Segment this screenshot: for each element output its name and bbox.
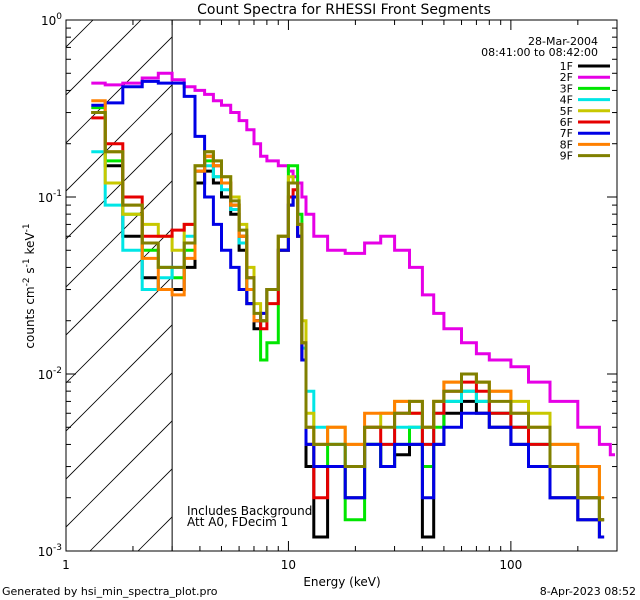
hatch-line — [330, 0, 640, 551]
annotation-background: Includes Background — [187, 504, 312, 518]
header-date: 28-Mar-2004 — [528, 35, 598, 48]
hatch-line — [66, 20, 142, 96]
hatch-line — [426, 0, 640, 551]
series-line-9f — [91, 111, 605, 522]
series-line-7f — [91, 79, 605, 539]
hatch-line — [66, 420, 173, 528]
legend-label-2f: 2F — [560, 71, 573, 84]
series-group — [91, 71, 615, 539]
hatch-line — [66, 20, 94, 48]
chart-title: Count Spectra for RHESSI Front Segments — [197, 2, 491, 18]
hatch-line — [474, 0, 640, 551]
footer-generated-by: Generated by hsi_min_spectra_plot.pro — [2, 585, 218, 598]
series-line-2f — [91, 71, 615, 457]
x-tick-label: 1 — [62, 558, 70, 572]
y-tick-label: 10-2 — [38, 366, 62, 382]
plot-frame — [65, 19, 618, 552]
legend-label-4f: 4F — [560, 94, 573, 107]
legend-label-5f: 5F — [560, 105, 573, 118]
legend-label-8f: 8F — [560, 138, 573, 151]
y-tick-label: 100 — [41, 12, 62, 28]
footer-timestamp: 8-Apr-2023 08:52 — [540, 585, 636, 598]
annotation-attenuator: Att A0, FDecim 1 — [187, 515, 288, 529]
hatch-line — [66, 324, 173, 432]
y-tick-label: 10-3 — [38, 543, 62, 559]
hatch-line — [66, 132, 173, 240]
hatch-line — [66, 372, 173, 480]
hatch-line — [0, 0, 86, 551]
x-tick-label: 10 — [281, 558, 296, 572]
legend-label-7f: 7F — [560, 127, 573, 140]
x-tick-label: 100 — [499, 558, 522, 572]
hatch-line — [522, 0, 640, 551]
hatch-line — [282, 0, 640, 551]
y-tick-label: 10-1 — [38, 189, 62, 205]
hatch-line — [0, 0, 134, 551]
axis-ticks — [65, 19, 618, 552]
axis-tick-labels: 1 10 100 100 10-1 10-2 10-3 — [38, 12, 523, 572]
legend-label-1f: 1F — [560, 60, 573, 73]
x-axis-label: Energy (keV) — [303, 575, 380, 589]
hatch-line — [66, 228, 173, 336]
header-time-range: 08:41:00 to 08:42:00 — [481, 46, 598, 59]
hatch-line — [618, 0, 640, 551]
legend-label-6f: 6F — [560, 116, 573, 129]
hatch-line — [570, 0, 640, 551]
legend-label-3f: 3F — [560, 82, 573, 95]
y-axis-label: counts cm-2 s-1 keV-1 — [22, 223, 37, 348]
legend-label-9f: 9F — [560, 150, 573, 163]
hatch-line — [66, 180, 173, 288]
attenuator-hatch-region — [0, 0, 640, 551]
